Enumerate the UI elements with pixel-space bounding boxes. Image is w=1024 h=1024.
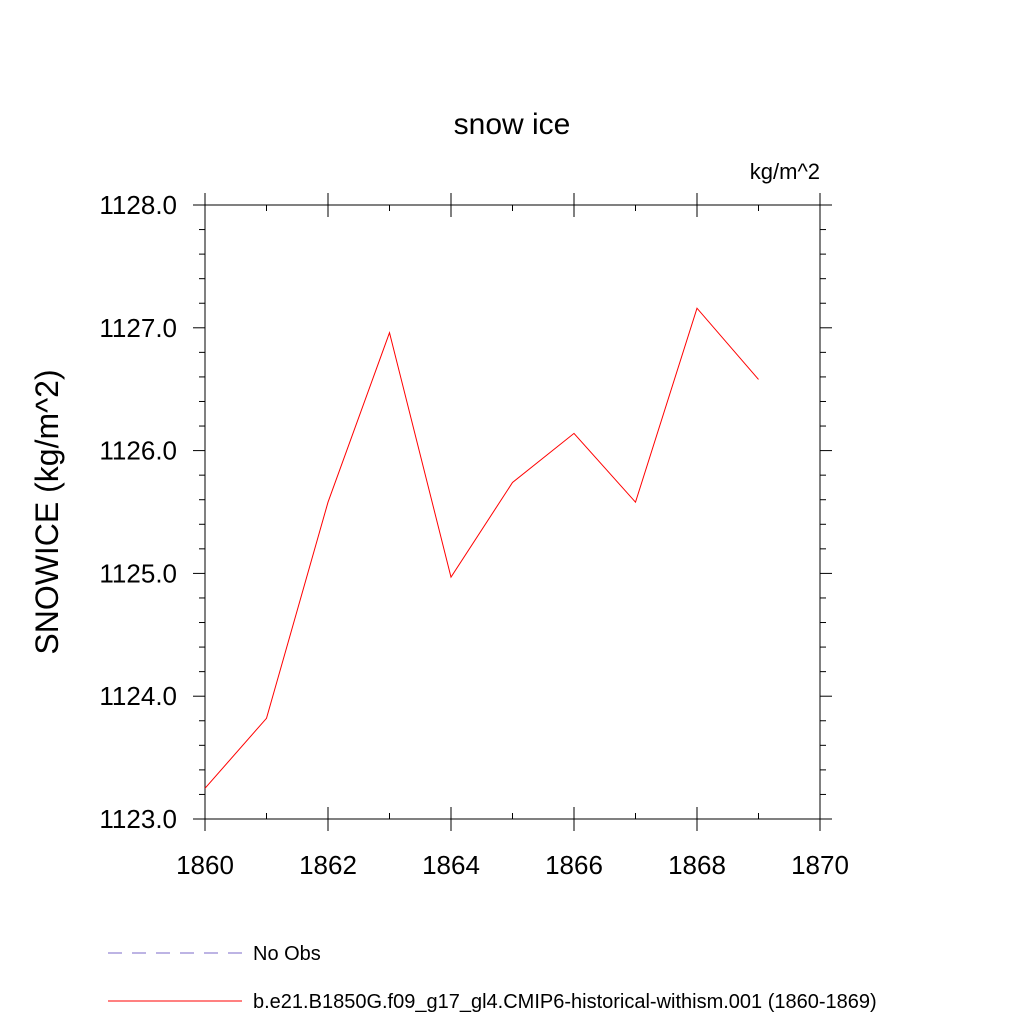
y-tick-label: 1126.0	[99, 436, 177, 466]
y-tick-label: 1127.0	[99, 313, 177, 343]
legend: No Obs b.e21.B1850G.f09_g17_gl4.CMIP6-his…	[108, 943, 877, 1013]
y-tick-labels: 1123.0 1124.0 1125.0 1126.0 1127.0 1128.0	[99, 190, 177, 834]
y-tick-label: 1123.0	[99, 804, 177, 834]
x-tick-labels: 1860 1862 1864 1866 1868 1870	[176, 850, 849, 880]
x-tick-label: 1862	[299, 850, 357, 880]
y-tick-label: 1124.0	[99, 681, 177, 711]
series-layer	[204, 307, 759, 789]
x-tick-label: 1870	[791, 850, 849, 880]
plot-frame	[204, 204, 821, 820]
y-tick-label: 1128.0	[99, 190, 177, 220]
y-axis-label: SNOWICE (kg/m^2)	[29, 369, 65, 654]
x-tick-label: 1866	[545, 850, 603, 880]
x-tick-label: 1868	[668, 850, 726, 880]
units-label: kg/m^2	[750, 159, 820, 184]
legend-label: No Obs	[253, 943, 321, 965]
x-tick-label: 1864	[422, 850, 480, 880]
chart-title: snow ice	[454, 108, 571, 141]
series-line	[204, 307, 759, 789]
legend-label: b.e21.B1850G.f09_g17_gl4.CMIP6-historica…	[253, 991, 877, 1013]
y-tick-label: 1125.0	[99, 558, 177, 588]
axis-ticks	[193, 193, 832, 831]
x-tick-label: 1860	[176, 850, 234, 880]
